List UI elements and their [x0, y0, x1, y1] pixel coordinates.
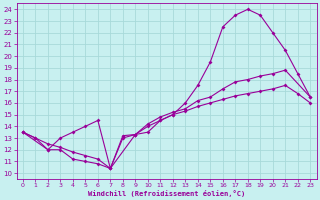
- X-axis label: Windchill (Refroidissement éolien,°C): Windchill (Refroidissement éolien,°C): [88, 190, 245, 197]
